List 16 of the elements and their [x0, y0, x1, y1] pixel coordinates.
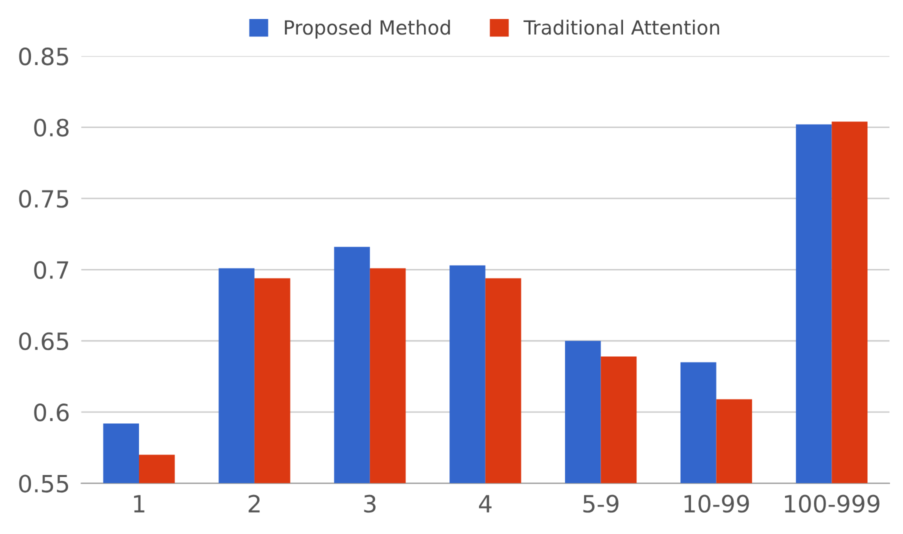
y-tick-label: 0.8 — [34, 118, 69, 137]
y-tick-label: 0.75 — [19, 190, 68, 208]
y-tick-label: 0.55 — [19, 474, 68, 493]
y-tick-label: 0.85 — [19, 48, 68, 66]
y-tick-label: 0.6 — [34, 404, 69, 422]
x-tick-label: 100-999 — [784, 494, 880, 513]
y-tick-label: 0.7 — [34, 261, 68, 279]
x-tick-label: 5-9 — [583, 494, 618, 513]
x-tick-label: 1 — [134, 495, 144, 512]
x-tick-label: 2 — [248, 494, 260, 512]
legend-label: Traditional Attention — [524, 20, 720, 35]
legend-label: Proposed Method — [284, 20, 450, 39]
x-tick-label: 3 — [364, 494, 376, 513]
x-tick-label: 4 — [479, 495, 492, 512]
x-tick-label: 10-99 — [684, 494, 749, 513]
y-tick-label: 0.65 — [19, 332, 68, 350]
